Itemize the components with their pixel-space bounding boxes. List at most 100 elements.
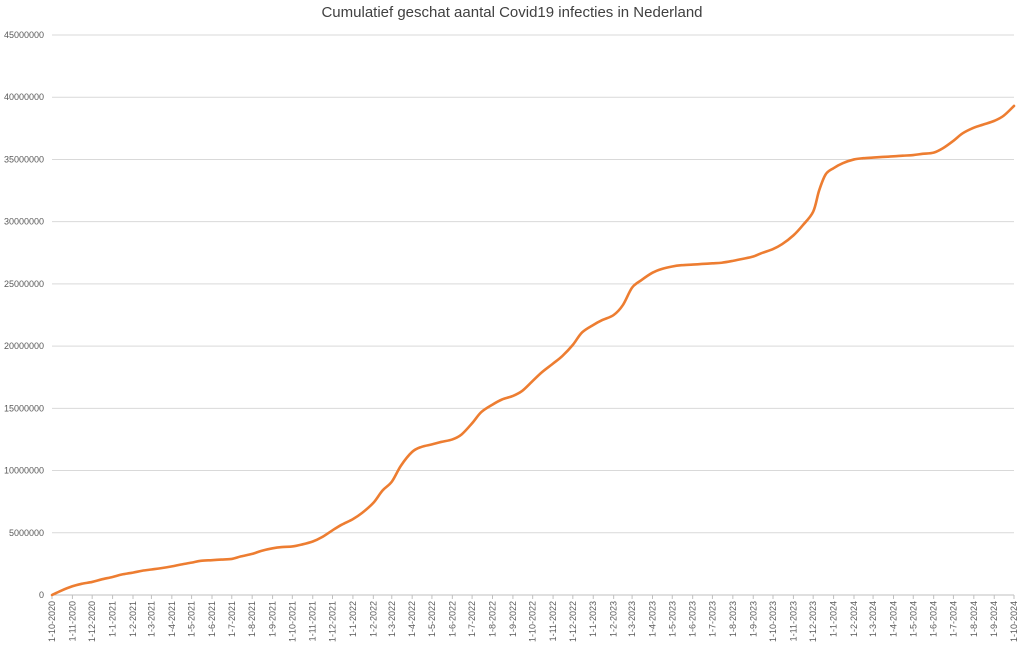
x-axis-tick-labels: 1-10-2020 1-11-2020 1-12-2020 1-1-2021 1-2-2… [47, 595, 1019, 642]
data-point [942, 147, 945, 150]
x-tick-label: 1-9-2021 [268, 601, 278, 637]
y-tick-label: 5000000 [9, 528, 44, 538]
data-point [812, 210, 815, 213]
data-point [132, 571, 135, 574]
y-axis-tick-labels: 0 5000000 10000000 15000000 20000000 25000000… [4, 30, 44, 600]
x-tick-label: 1-9-2024 [989, 601, 999, 637]
data-point [500, 398, 503, 401]
data-point [842, 162, 845, 165]
data-point [973, 126, 976, 129]
x-tick-label: 1-3-2023 [627, 601, 637, 637]
x-tick-label: 1-9-2022 [508, 601, 518, 637]
data-point [561, 355, 564, 358]
x-tick-label: 1-12-2022 [568, 601, 578, 642]
data-point [321, 536, 324, 539]
data-point [741, 258, 744, 261]
x-tick-label: 1-6-2021 [207, 601, 217, 637]
data-point [159, 567, 162, 570]
data-point [581, 331, 584, 334]
y-tick-label: 15000000 [4, 403, 44, 413]
data-point [300, 543, 303, 546]
data-point [352, 518, 355, 521]
data-point [892, 155, 895, 158]
y-tick-label: 10000000 [4, 466, 44, 476]
data-point [431, 443, 434, 446]
x-tick-label: 1-8-2023 [728, 601, 738, 637]
data-point [220, 558, 223, 561]
data-point [400, 464, 403, 467]
data-point [572, 344, 575, 347]
data-point [732, 260, 735, 263]
x-tick-label: 1-6-2023 [688, 601, 698, 637]
data-point [150, 568, 153, 571]
data-point [680, 264, 683, 267]
data-point [80, 583, 83, 586]
data-point [141, 569, 144, 572]
data-point [51, 594, 54, 597]
data-point [818, 189, 821, 192]
data-point [952, 139, 955, 142]
data-point [260, 550, 263, 553]
x-tick-label: 1-9-2023 [748, 601, 758, 637]
data-point [211, 559, 214, 562]
x-tick-label: 1-3-2021 [146, 601, 156, 637]
x-tick-label: 1-7-2023 [707, 601, 717, 637]
data-point [752, 255, 755, 258]
x-tick-label: 1-1-2023 [588, 601, 598, 637]
data-point [420, 446, 423, 449]
data-point [531, 380, 534, 383]
x-tick-label: 1-7-2022 [467, 601, 477, 637]
x-tick-label: 1-10-2023 [768, 601, 778, 642]
data-point [91, 581, 94, 584]
x-tick-label: 1-3-2022 [387, 601, 397, 637]
y-tick-label: 0 [39, 590, 44, 600]
data-point [331, 529, 334, 532]
data-point [512, 395, 515, 398]
x-tick-label: 1-10-2021 [287, 601, 297, 642]
x-tick-label: 1-1-2021 [108, 601, 118, 637]
x-tick-label: 1-3-2024 [868, 601, 878, 637]
data-point [912, 154, 915, 157]
data-point [521, 390, 524, 393]
data-point [881, 156, 884, 159]
data-point [541, 371, 544, 374]
x-tick-label: 1-10-2024 [1009, 601, 1019, 642]
data-point [691, 263, 694, 266]
x-tick-label: 1-2-2023 [609, 601, 619, 637]
data-point [552, 362, 555, 365]
data-point [671, 265, 674, 268]
x-tick-label: 1-8-2024 [969, 601, 979, 637]
data-point [921, 153, 924, 156]
data-point [71, 585, 74, 588]
data-point [471, 422, 474, 425]
x-tick-label: 1-6-2024 [929, 601, 939, 637]
data-point [372, 502, 375, 505]
data-point [824, 173, 827, 176]
x-tick-label: 1-11-2023 [788, 601, 798, 641]
data-point [1002, 115, 1005, 118]
data-point [651, 271, 654, 274]
data-point [340, 523, 343, 526]
x-tick-label: 1-12-2021 [328, 601, 338, 642]
data-point [121, 573, 124, 576]
data-point [440, 441, 443, 444]
chart-title: Cumulatief geschat aantal Covid19 infect… [321, 4, 703, 21]
x-tick-label: 1-8-2021 [247, 601, 257, 637]
data-point [491, 403, 494, 406]
data-point [390, 480, 393, 483]
data-point [171, 565, 174, 568]
data-point [631, 286, 634, 289]
y-tick-label: 45000000 [4, 30, 44, 40]
data-point [111, 576, 114, 579]
x-tick-label: 1-11-2020 [67, 601, 77, 641]
data-point [180, 563, 183, 566]
data-point [640, 279, 643, 282]
data-point [862, 157, 865, 160]
data-point [853, 158, 856, 161]
x-tick-label: 1-7-2021 [227, 601, 237, 637]
data-point [872, 156, 875, 159]
x-tick-label: 1-1-2022 [348, 601, 358, 637]
data-point [451, 438, 454, 441]
data-point [592, 324, 595, 327]
data-point [660, 268, 663, 271]
